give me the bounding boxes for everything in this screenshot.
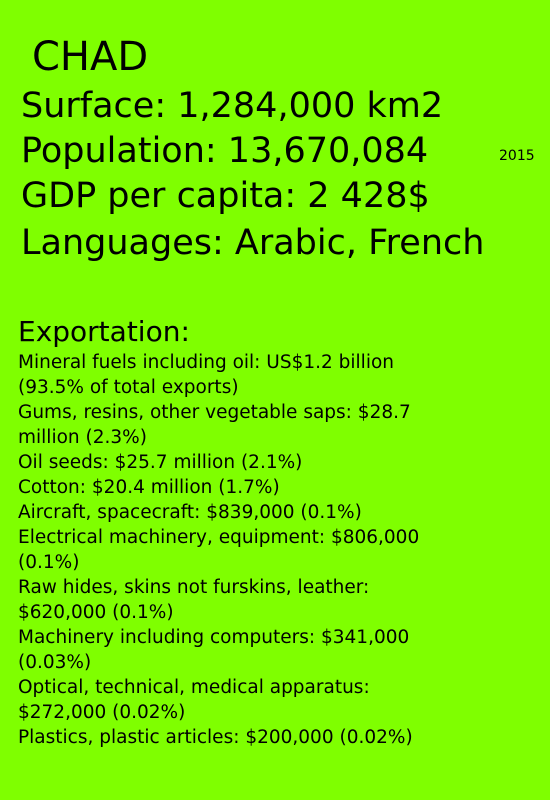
export-item-line: (0.1%) [18, 552, 80, 573]
export-item-line: Raw hides, skins not furskins, leather: [18, 577, 370, 598]
country-name: CHAD [32, 34, 149, 80]
export-item-line: Machinery including computers: $341,000 [18, 627, 410, 648]
population-year-note: 2015 [499, 148, 535, 164]
export-item-line: Electrical machinery, equipment: $806,00… [18, 527, 420, 548]
population-fact: Population: 13,670,084 [21, 131, 429, 171]
export-item-line: $272,000 (0.02%) [18, 702, 186, 723]
export-item-line: Plastics, plastic articles: $200,000 (0.… [18, 727, 413, 748]
export-item-line: Oil seeds: $25.7 million (2.1%) [18, 452, 303, 473]
export-item-line: Cotton: $20.4 million (1.7%) [18, 477, 280, 498]
exportation-list: Mineral fuels including oil: US$1.2 bill… [18, 350, 518, 750]
export-item-line: $620,000 (0.1%) [18, 602, 174, 623]
export-item-line: (0.03%) [18, 652, 92, 673]
languages-fact: Languages: Arabic, French [21, 223, 485, 263]
gdp-per-capita-fact: GDP per capita: 2 428$ [21, 176, 430, 216]
surface-fact: Surface: 1,284,000 km2 [21, 86, 444, 126]
export-item-line: Mineral fuels including oil: US$1.2 bill… [18, 352, 394, 373]
export-item-line: Gums, resins, other vegetable saps: $28.… [18, 402, 411, 423]
export-item-line: Aircraft, spacecraft: $839,000 (0.1%) [18, 502, 362, 523]
export-item-line: million (2.3%) [18, 427, 147, 448]
export-item-line: (93.5% of total exports) [18, 377, 239, 398]
export-item-line: Optical, technical, medical apparatus: [18, 677, 370, 698]
exportation-heading: Exportation: [18, 315, 190, 348]
